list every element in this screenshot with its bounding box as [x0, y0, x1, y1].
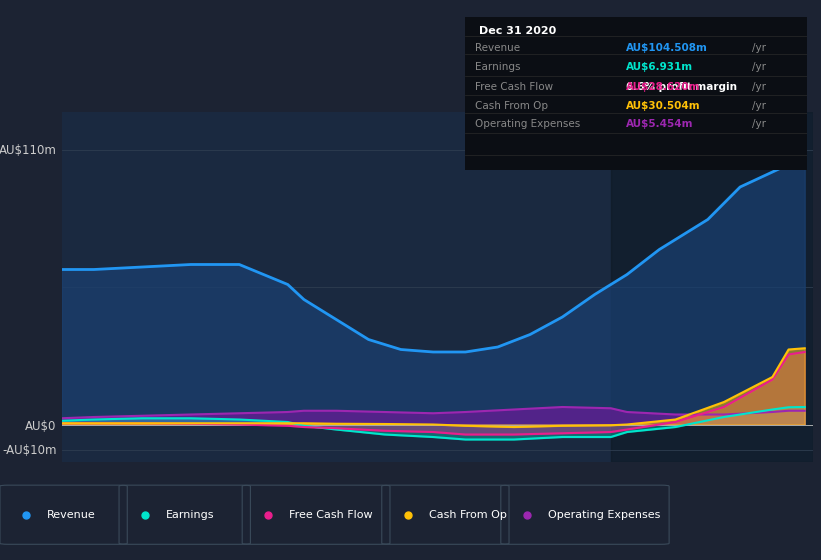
- Text: Revenue: Revenue: [475, 43, 521, 53]
- Text: /yr: /yr: [752, 63, 766, 72]
- Text: Free Cash Flow: Free Cash Flow: [475, 82, 553, 92]
- Text: Cash From Op: Cash From Op: [475, 101, 548, 111]
- Text: /yr: /yr: [752, 119, 766, 129]
- Text: AU$30.504m: AU$30.504m: [626, 101, 700, 111]
- Text: Revenue: Revenue: [47, 510, 95, 520]
- Text: AU$104.508m: AU$104.508m: [626, 43, 708, 53]
- Text: AU$6.931m: AU$6.931m: [626, 63, 693, 72]
- Text: /yr: /yr: [752, 101, 766, 111]
- Bar: [611, 112, 813, 462]
- Text: Earnings: Earnings: [475, 63, 521, 72]
- Text: 6.6% profit margin: 6.6% profit margin: [626, 82, 736, 92]
- Text: Cash From Op: Cash From Op: [429, 510, 507, 520]
- Text: Earnings: Earnings: [166, 510, 214, 520]
- Text: Free Cash Flow: Free Cash Flow: [289, 510, 373, 520]
- Text: AU$5.454m: AU$5.454m: [626, 119, 693, 129]
- Text: AU$28.620m: AU$28.620m: [626, 82, 700, 92]
- Text: /yr: /yr: [752, 43, 766, 53]
- Text: /yr: /yr: [752, 82, 766, 92]
- Text: Dec 31 2020: Dec 31 2020: [479, 26, 556, 36]
- Text: Operating Expenses: Operating Expenses: [475, 119, 580, 129]
- Text: Operating Expenses: Operating Expenses: [548, 510, 660, 520]
